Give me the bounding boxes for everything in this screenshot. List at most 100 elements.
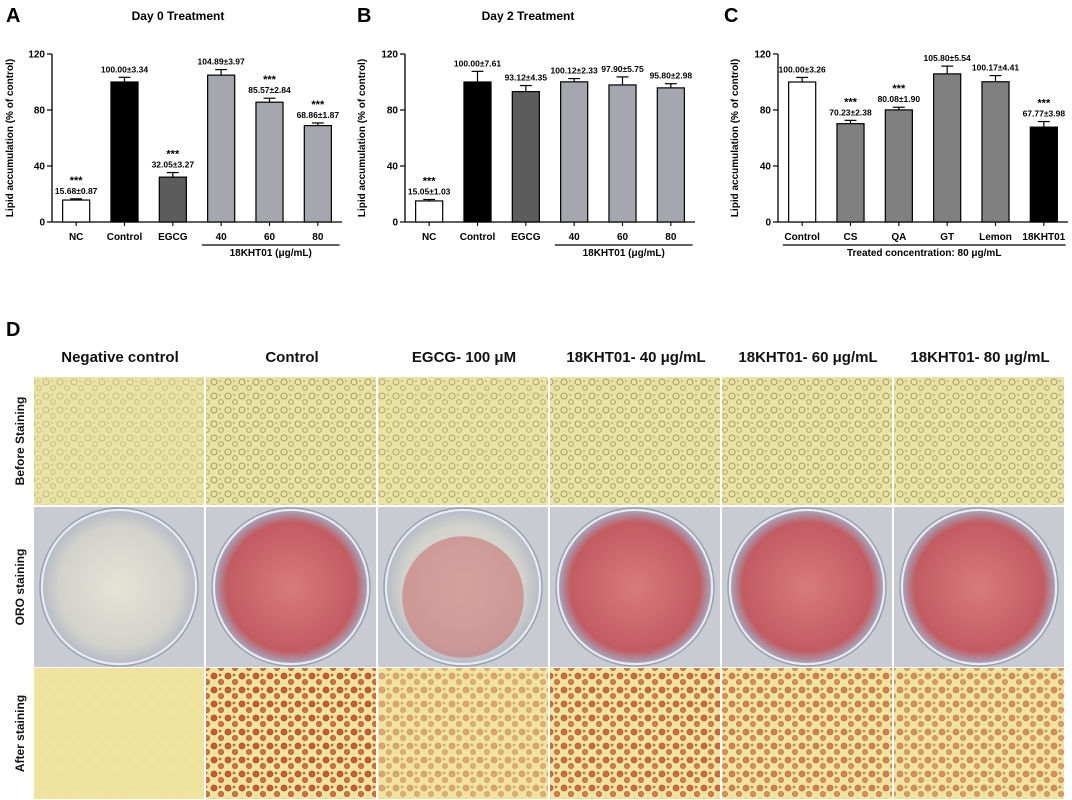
bar (255, 101, 284, 223)
x-category-label: 60 (617, 232, 629, 243)
group-label: 18KHT01 (μg/mL) (230, 248, 312, 259)
significance-stars: *** (263, 74, 277, 86)
x-category-label: NC (422, 232, 436, 243)
x-category-label: Control (784, 232, 820, 243)
column-title: Control (265, 349, 318, 366)
data-label: 100.00±3.34 (101, 64, 148, 74)
lipid-droplets (34, 668, 204, 799)
data-label: 80.08±1.90 (878, 94, 921, 104)
row-title: After staining (13, 695, 27, 772)
y-tick-label: 40 (34, 162, 46, 173)
bar (836, 123, 865, 223)
significance-stars: *** (70, 175, 84, 187)
data-label: 100.17±4.41 (972, 63, 1019, 73)
significance-stars: *** (892, 83, 906, 95)
data-label: 105.80±5.54 (924, 53, 971, 63)
y-tick-label: 0 (765, 218, 771, 229)
significance-stars: *** (844, 96, 858, 108)
bar (110, 81, 139, 223)
bar (62, 199, 91, 223)
column-title: 18KHT01- 80 μg/mL (910, 349, 1049, 366)
y-axis-label: Lipid accumulation (% of control) (730, 59, 741, 217)
x-category-label: Lemon (979, 232, 1012, 243)
data-label: 32.05±3.27 (152, 160, 195, 170)
group-label: 18KHT01 (μg/mL) (583, 248, 665, 259)
bar (207, 74, 236, 223)
bar (463, 81, 492, 223)
data-label: 100.12±2.33 (551, 66, 598, 76)
lipid-droplets (722, 668, 892, 799)
cell-texture (722, 377, 892, 505)
data-label: 85.57±2.84 (248, 85, 291, 95)
x-category-label: 40 (216, 232, 228, 243)
bar (560, 81, 589, 223)
column-title: 18KHT01- 60 μg/mL (738, 349, 877, 366)
bar (884, 109, 913, 223)
lipid-droplets (894, 668, 1064, 799)
column-title: Negative control (61, 349, 179, 366)
data-label: 100.00±7.61 (454, 58, 501, 68)
data-label: 97.90±5.75 (601, 64, 644, 74)
y-tick-label: 40 (387, 162, 399, 173)
y-tick-label: 80 (387, 106, 399, 117)
group-label: Treated concentration: 80 μg/mL (847, 248, 1001, 259)
x-category-label: Control (460, 232, 496, 243)
x-category-label: QA (891, 232, 906, 243)
x-category-label: CS (844, 232, 858, 243)
bar (1029, 126, 1058, 223)
x-category-label: EGCG (158, 232, 188, 243)
bar (933, 73, 962, 223)
column-title: 18KHT01- 40 μg/mL (566, 349, 705, 366)
data-label: 68.86±1.87 (297, 110, 340, 120)
y-tick-label: 120 (28, 50, 45, 61)
y-axis-label: Lipid accumulation (% of control) (5, 59, 16, 217)
x-category-label: GT (940, 232, 954, 243)
row-title: ORO staining (13, 549, 27, 626)
bar (608, 84, 637, 223)
x-category-label: Control (107, 232, 143, 243)
data-label: 67.77±3.98 (1023, 109, 1066, 119)
y-tick-label: 0 (39, 218, 45, 229)
lipid-droplets (378, 668, 548, 799)
significance-stars: *** (1037, 98, 1051, 110)
y-tick-label: 80 (760, 106, 772, 117)
cell-texture (550, 377, 720, 505)
y-tick-label: 40 (760, 162, 772, 173)
bar (656, 87, 685, 223)
oro-stained-well (559, 511, 711, 663)
data-label: 93.12±4.35 (505, 73, 548, 83)
data-label: 70.23±2.38 (829, 107, 872, 117)
chart-day0: Day 0 Treatment Lipid accumulation (% of … (5, 9, 342, 259)
partial-stain (402, 536, 524, 658)
panel-letter-c: C (724, 5, 738, 27)
oro-stained-well (43, 511, 195, 663)
bar (981, 81, 1010, 223)
oro-stained-well (731, 511, 883, 663)
row-title: Before Staining (13, 397, 27, 486)
micrograph-after-staining (34, 668, 204, 799)
y-axis-label: Lipid accumulation (% of control) (357, 59, 368, 217)
significance-stars: *** (423, 175, 437, 187)
x-category-label: NC (69, 232, 83, 243)
x-category-label: 40 (569, 232, 581, 243)
significance-stars: *** (311, 99, 325, 111)
lipid-droplets (206, 668, 376, 799)
data-label: 104.89±3.97 (198, 57, 245, 67)
y-tick-label: 120 (754, 50, 771, 61)
chart-title: Day 0 Treatment (132, 9, 225, 23)
x-category-label: 80 (312, 232, 324, 243)
panel-letter-d: D (6, 319, 20, 341)
panel-letter-a: A (6, 5, 20, 27)
x-category-label: EGCG (511, 232, 541, 243)
bar (158, 176, 187, 223)
x-category-label: 80 (665, 232, 677, 243)
data-label: 15.05±1.03 (408, 186, 451, 196)
cell-texture (894, 377, 1064, 505)
oro-stained-well (215, 511, 367, 663)
oro-stained-well (903, 511, 1055, 663)
cell-texture (34, 377, 204, 505)
column-title: EGCG- 100 μM (412, 349, 516, 366)
bar (303, 124, 332, 223)
data-label: 15.68±0.87 (55, 186, 98, 196)
micrograph-grid: Negative control Control EGCG- 100 μM 18KHT… (13, 349, 1064, 799)
